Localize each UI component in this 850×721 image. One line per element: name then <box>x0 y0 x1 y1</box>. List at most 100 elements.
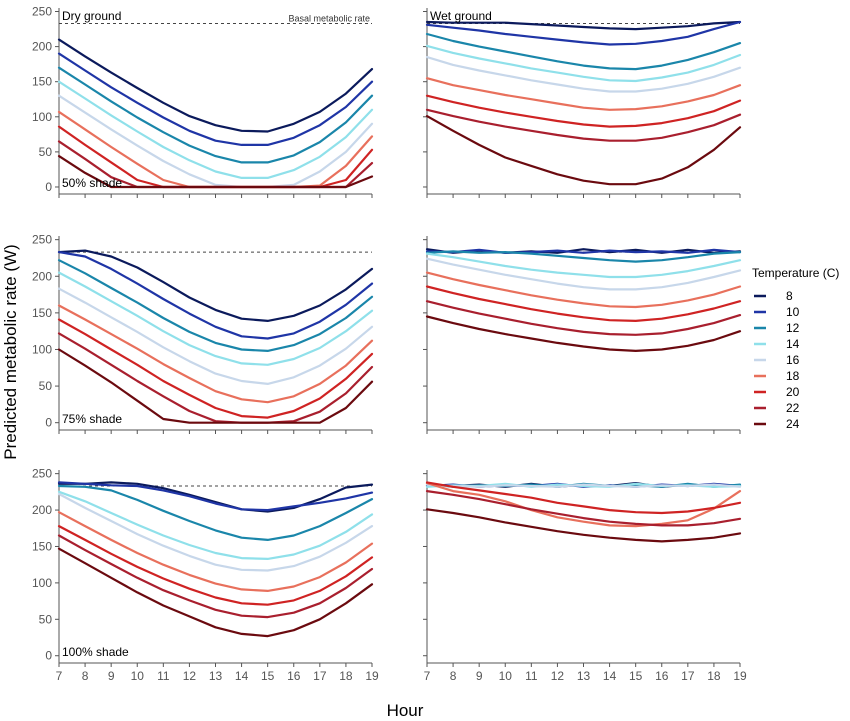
panel-wet-50: Wet ground <box>423 8 742 198</box>
legend-entry-18: 18 <box>754 369 800 383</box>
legend-entry-8: 8 <box>754 289 793 303</box>
series-line-20 <box>57 524 374 606</box>
series-line-18 <box>425 482 742 528</box>
x-tick-label: 17 <box>681 669 695 683</box>
y-tick-label: 50 <box>39 612 53 626</box>
legend-entry-22: 22 <box>754 401 800 415</box>
series-line-10 <box>425 248 742 254</box>
series-line-20 <box>57 318 374 419</box>
series-line-24 <box>57 155 374 189</box>
legend-label: 20 <box>786 385 800 399</box>
panel-wet-100: 7 8 9 10 11 12 13 14 15 16 17 18 19 <box>423 470 747 683</box>
y-tick-label: 200 <box>32 503 52 517</box>
legend-entry-10: 10 <box>754 305 800 319</box>
y-tick-label: 150 <box>32 75 52 89</box>
x-tick-label: 11 <box>157 669 170 683</box>
series-line-14 <box>57 80 374 179</box>
x-tick-label: 12 <box>183 669 197 683</box>
legend-entry-16: 16 <box>754 353 800 367</box>
x-tick-label: 17 <box>313 669 327 683</box>
y-tick-label: 150 <box>32 306 52 320</box>
y-axis-title: Predicted metabolic rate (W) <box>1 244 20 459</box>
series-line-24 <box>425 315 742 352</box>
panel-title: Dry ground <box>62 9 121 23</box>
x-tick-label: 15 <box>629 669 643 683</box>
series-line-24 <box>57 547 374 638</box>
legend-label: 24 <box>786 417 800 431</box>
x-tick-label: 8 <box>450 669 457 683</box>
x-tick-label: 19 <box>365 669 379 683</box>
series-line-18 <box>425 271 742 309</box>
series-line-8 <box>425 20 742 31</box>
series-line-12 <box>425 250 742 263</box>
shade-label: 50% shade <box>62 176 122 190</box>
x-tick-label: 14 <box>235 669 249 683</box>
x-tick-label: 10 <box>131 669 145 683</box>
y-tick-label: 200 <box>32 269 52 283</box>
x-tick-label: 9 <box>108 669 115 683</box>
x-tick-label: 11 <box>525 669 538 683</box>
series-line-20 <box>425 285 742 322</box>
series-line-14 <box>425 44 742 83</box>
y-tick-label: 50 <box>39 145 53 159</box>
legend-label: 22 <box>786 401 800 415</box>
y-tick-label: 0 <box>45 180 52 194</box>
series-line-22 <box>425 108 742 142</box>
x-tick-label: 16 <box>655 669 669 683</box>
legend-entry-12: 12 <box>754 321 800 335</box>
series-line-18 <box>57 304 374 404</box>
legend-entry-14: 14 <box>754 337 800 351</box>
series-line-14 <box>57 271 374 366</box>
series-line-12 <box>425 32 742 71</box>
series-line-22 <box>57 534 374 619</box>
x-tick-label: 15 <box>261 669 275 683</box>
series-line-24 <box>57 348 374 424</box>
legend-entry-24: 24 <box>754 417 800 431</box>
legend-label: 14 <box>786 337 800 351</box>
x-tick-label: 19 <box>733 669 747 683</box>
series-line-10 <box>57 481 374 512</box>
series-line-10 <box>57 251 374 340</box>
series-line-12 <box>57 484 374 542</box>
series-line-16 <box>425 55 742 93</box>
series-line-22 <box>425 300 742 336</box>
series-line-12 <box>57 66 374 164</box>
legend-label: 10 <box>786 305 800 319</box>
shade-label: 100% shade <box>62 645 129 659</box>
series-line-14 <box>57 490 374 561</box>
series-line-24 <box>425 114 742 186</box>
y-tick-label: 100 <box>32 110 52 124</box>
series-line-20 <box>425 94 742 128</box>
series-line-16 <box>425 257 742 291</box>
x-tick-label: 13 <box>209 669 223 683</box>
series-line-10 <box>57 52 374 146</box>
series-line-16 <box>57 94 374 189</box>
x-tick-label: 13 <box>577 669 591 683</box>
y-tick-label: 0 <box>45 416 52 430</box>
y-tick-label: 100 <box>32 576 52 590</box>
y-tick-label: 0 <box>45 649 52 663</box>
legend-label: 16 <box>786 353 800 367</box>
y-tick-label: 200 <box>32 40 52 54</box>
series-line-16 <box>57 492 374 572</box>
x-tick-label: 18 <box>339 669 353 683</box>
series-line-16 <box>57 287 374 385</box>
series-line-18 <box>425 77 742 111</box>
x-tick-label: 14 <box>603 669 617 683</box>
x-tick-label: 9 <box>476 669 483 683</box>
basal-rate-label: Basal metabolic rate <box>288 13 370 23</box>
legend: Temperature (C) 8 10 12 14 16 18 20 22 24 <box>752 266 839 431</box>
y-tick-label: 250 <box>32 467 52 481</box>
series-line-22 <box>57 332 374 424</box>
series-line-8 <box>57 249 374 322</box>
y-tick-label: 150 <box>32 539 52 553</box>
panel-dry-75: 0 50 100 150 200 250 75% shade <box>32 233 374 434</box>
y-tick-label: 250 <box>32 233 52 247</box>
x-tick-label: 16 <box>287 669 301 683</box>
x-tick-label: 7 <box>424 669 431 683</box>
x-tick-label: 18 <box>707 669 721 683</box>
y-tick-label: 50 <box>39 379 53 393</box>
series-line-8 <box>57 38 374 133</box>
y-tick-label: 100 <box>32 342 52 356</box>
x-tick-label: 7 <box>56 669 63 683</box>
